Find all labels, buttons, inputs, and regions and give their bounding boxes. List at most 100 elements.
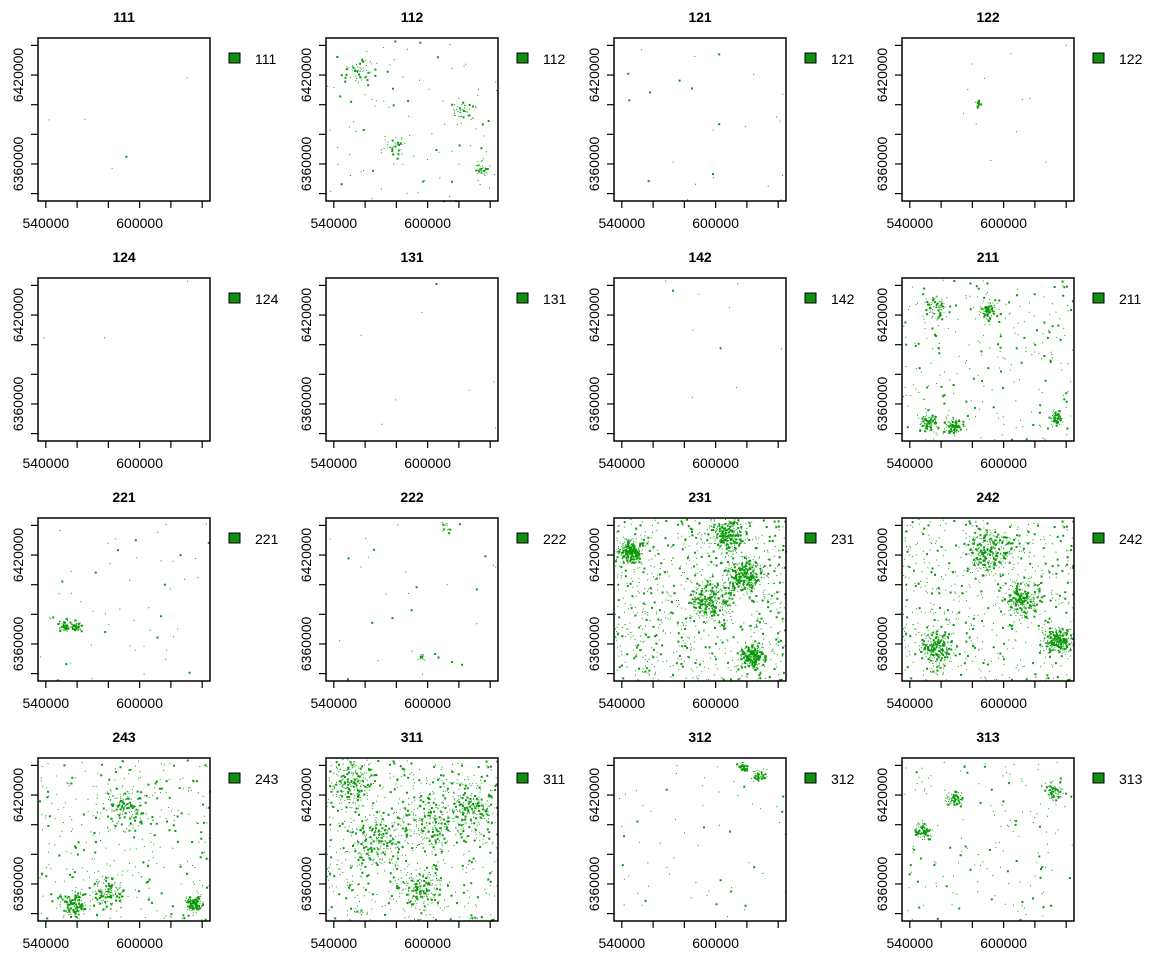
legend-label: 312 [831, 771, 855, 787]
y-tick-label: 6360000 [10, 856, 26, 911]
legend: 131 [516, 291, 567, 307]
x-tick-label: 540000 [310, 935, 357, 951]
y-tick-label: 6360000 [586, 136, 602, 191]
y-axis [31, 524, 38, 675]
plot-frame [37, 517, 211, 682]
panel-231: 231 540000 600000 6360000 6420000 231 [576, 480, 864, 720]
panel-title: 131 [400, 249, 424, 265]
legend-swatch [1092, 772, 1105, 784]
legend-swatch [516, 292, 529, 304]
panel-243: 243 540000 600000 6360000 6420000 243 [0, 720, 288, 960]
legend: 142 [804, 291, 855, 307]
y-tick-label: 6360000 [298, 376, 314, 431]
plot-frame [325, 37, 499, 202]
x-axis [909, 921, 1067, 928]
x-tick-label: 600000 [116, 935, 163, 951]
raster-cells [43, 280, 189, 339]
plot-frame [325, 517, 499, 682]
raster-cells [40, 523, 210, 682]
plot-frame [613, 757, 787, 922]
plot-frame [901, 277, 1075, 442]
x-tick-label: 600000 [980, 935, 1027, 951]
legend-label: 221 [255, 531, 279, 547]
y-tick-label: 6360000 [586, 616, 602, 671]
raster-cells [904, 761, 1073, 921]
raster-plot-221: 221 540000 600000 6360000 6420000 221 [10, 489, 279, 711]
raster-plot-124: 124 540000 600000 6360000 6420000 124 [10, 249, 279, 471]
legend-label: 131 [543, 291, 567, 307]
y-axis [319, 44, 326, 195]
y-tick-label: 6420000 [874, 288, 890, 343]
y-axis [895, 44, 902, 195]
panel-311: 311 540000 600000 6360000 6420000 311 [288, 720, 576, 960]
panel-title: 311 [401, 729, 424, 745]
x-tick-label: 600000 [404, 455, 451, 471]
legend-swatch [804, 292, 817, 304]
y-axis [319, 284, 326, 435]
x-axis [621, 681, 779, 688]
legend-label: 211 [1119, 291, 1142, 307]
panel-211: 211 540000 600000 6360000 6420000 211 [864, 240, 1152, 480]
legend: 222 [516, 531, 567, 547]
x-tick-label: 540000 [598, 695, 645, 711]
legend: 243 [228, 771, 279, 787]
plot-frame [901, 517, 1075, 682]
legend: 221 [228, 531, 279, 547]
x-axis [45, 921, 203, 928]
y-tick-label: 6420000 [874, 768, 890, 823]
x-axis [621, 201, 779, 208]
y-tick-label: 6360000 [10, 616, 26, 671]
y-axis [895, 524, 902, 675]
y-axis [607, 524, 614, 675]
x-tick-label: 540000 [22, 455, 69, 471]
x-tick-label: 600000 [404, 935, 451, 951]
y-tick-label: 6420000 [298, 288, 314, 343]
legend-swatch [516, 772, 529, 784]
panel-242: 242 540000 600000 6360000 6420000 242 [864, 480, 1152, 720]
raster-cells [903, 519, 1075, 682]
y-axis [31, 764, 38, 915]
legend-swatch [1092, 292, 1105, 304]
raster-cells [329, 522, 497, 681]
raster-cells [39, 759, 212, 921]
x-tick-label: 540000 [310, 215, 357, 231]
panel-221: 221 540000 600000 6360000 6420000 221 [0, 480, 288, 720]
legend: 211 [1092, 291, 1142, 307]
panel-title: 121 [688, 9, 712, 25]
y-axis [319, 524, 326, 675]
plot-frame [613, 37, 787, 202]
legend-label: 142 [831, 291, 855, 307]
panel-title: 243 [112, 729, 136, 745]
y-axis [895, 764, 902, 915]
panel-title: 222 [400, 489, 424, 505]
panel-title: 242 [976, 489, 1000, 505]
legend: 124 [228, 291, 279, 307]
x-tick-label: 600000 [980, 215, 1027, 231]
y-axis [607, 44, 614, 195]
x-axis [621, 441, 779, 448]
legend: 112 [516, 51, 566, 67]
legend-swatch [804, 52, 817, 64]
legend: 121 [804, 51, 855, 67]
x-tick-label: 600000 [116, 695, 163, 711]
legend-label: 231 [831, 531, 855, 547]
y-tick-label: 6360000 [874, 376, 890, 431]
raster-cells [903, 279, 1074, 441]
panel-title: 142 [688, 249, 712, 265]
y-tick-label: 6420000 [298, 528, 314, 583]
plot-frame [325, 277, 499, 442]
y-tick-label: 6420000 [298, 48, 314, 103]
legend: 311 [516, 771, 566, 787]
panel-124: 124 540000 600000 6360000 6420000 124 [0, 240, 288, 480]
y-tick-label: 6360000 [298, 136, 314, 191]
y-tick-label: 6420000 [10, 528, 26, 583]
x-axis [333, 921, 491, 928]
plot-frame [613, 517, 787, 682]
legend: 313 [1092, 771, 1143, 787]
legend-swatch [1092, 532, 1105, 544]
y-axis [319, 764, 326, 915]
y-tick-label: 6420000 [586, 288, 602, 343]
legend-swatch [804, 532, 817, 544]
panel-title: 111 [113, 9, 135, 25]
legend: 122 [1092, 51, 1143, 67]
